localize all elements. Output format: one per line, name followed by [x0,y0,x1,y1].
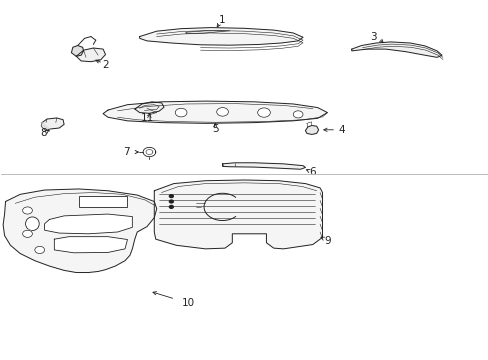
Polygon shape [76,48,105,62]
Circle shape [169,206,173,208]
Bar [79,196,127,207]
Text: 3: 3 [369,32,376,41]
Polygon shape [103,101,327,123]
Polygon shape [185,31,229,34]
Text: 8: 8 [40,129,47,138]
Text: 7: 7 [123,147,129,157]
Polygon shape [305,126,318,134]
Text: 11: 11 [140,113,153,123]
Text: 10: 10 [182,298,195,308]
Text: 1: 1 [219,15,225,26]
Polygon shape [44,214,132,234]
Polygon shape [222,163,305,169]
Polygon shape [135,102,163,113]
Text: 4: 4 [338,125,345,135]
Polygon shape [54,237,127,253]
Polygon shape [154,180,322,249]
Circle shape [175,108,186,117]
Text: 5: 5 [211,124,218,134]
Circle shape [169,200,173,203]
Text: 6: 6 [309,167,315,177]
Polygon shape [71,45,83,56]
Circle shape [169,195,173,198]
Polygon shape [42,118,64,129]
Ellipse shape [25,217,39,230]
Circle shape [216,108,228,116]
Circle shape [22,207,32,214]
Text: 9: 9 [324,236,330,246]
Circle shape [22,230,32,237]
Polygon shape [140,28,303,45]
Polygon shape [3,189,157,273]
Circle shape [293,111,303,118]
Polygon shape [351,42,441,57]
Circle shape [257,108,270,117]
Text: 2: 2 [102,59,109,69]
Polygon shape [41,123,49,131]
Circle shape [35,246,44,253]
